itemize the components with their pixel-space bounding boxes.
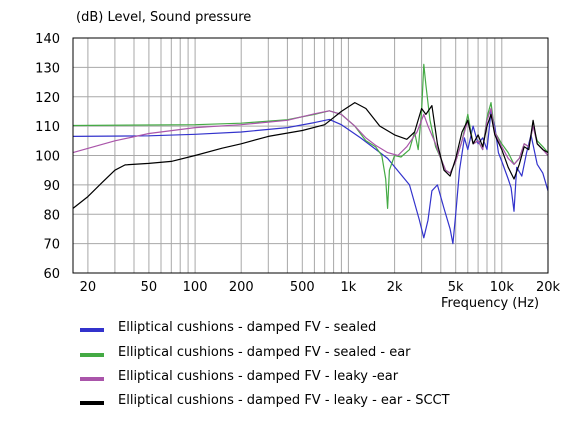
x-tick-label: 10k: [490, 280, 515, 295]
series-line-3: [72, 107, 549, 174]
x-tick-label: 500: [290, 280, 315, 295]
legend-swatch: [80, 328, 104, 332]
x-tick-label: 20k: [536, 280, 561, 295]
x-tick-label: 1k: [341, 280, 357, 295]
legend-label: Elliptical cushions - damped FV - leaky …: [118, 369, 399, 384]
y-tick-label: 100: [35, 150, 60, 165]
legend-label: Elliptical cushions - damped FV - leaky …: [118, 393, 450, 408]
y-tick-label: 80: [43, 208, 60, 223]
y-tick-label: 90: [43, 179, 60, 194]
y-tick-label: 140: [35, 32, 60, 47]
chart-title: (dB) Level, Sound pressure: [76, 10, 251, 25]
y-tick-label: 60: [43, 267, 60, 282]
series-layer: [72, 63, 549, 245]
series-line-4: [72, 102, 549, 209]
plot-frame: [72, 37, 549, 274]
legend: Elliptical cushions - damped FV - sealed…: [80, 320, 450, 408]
y-tick-label: 110: [35, 120, 60, 135]
y-tick-label: 120: [35, 91, 60, 106]
x-tick-label: 5k: [448, 280, 464, 295]
y-axis-ticks: 140 130 120 110 100 90 80 70 60: [35, 32, 60, 282]
legend-swatch: [80, 401, 104, 405]
legend-label: Elliptical cushions - damped FV - sealed…: [118, 345, 411, 360]
x-axis-title: Frequency (Hz): [441, 296, 539, 311]
y-tick-label: 70: [43, 238, 60, 253]
legend-label: Elliptical cushions - damped FV - sealed: [118, 320, 376, 335]
x-tick-label: 20: [80, 280, 97, 295]
y-tick-label: 130: [35, 61, 60, 76]
series-line-2: [72, 63, 549, 209]
x-axis-ticks: 20 50 100 200 500 1k 2k 5k 10k 20k: [80, 280, 561, 295]
x-tick-label: 200: [229, 280, 254, 295]
x-tick-label: 2k: [387, 280, 403, 295]
x-tick-label: 100: [183, 280, 208, 295]
x-tick-label: 50: [141, 280, 158, 295]
legend-swatch: [80, 353, 104, 357]
series-line-1: [72, 110, 549, 245]
legend-swatch: [80, 377, 104, 381]
